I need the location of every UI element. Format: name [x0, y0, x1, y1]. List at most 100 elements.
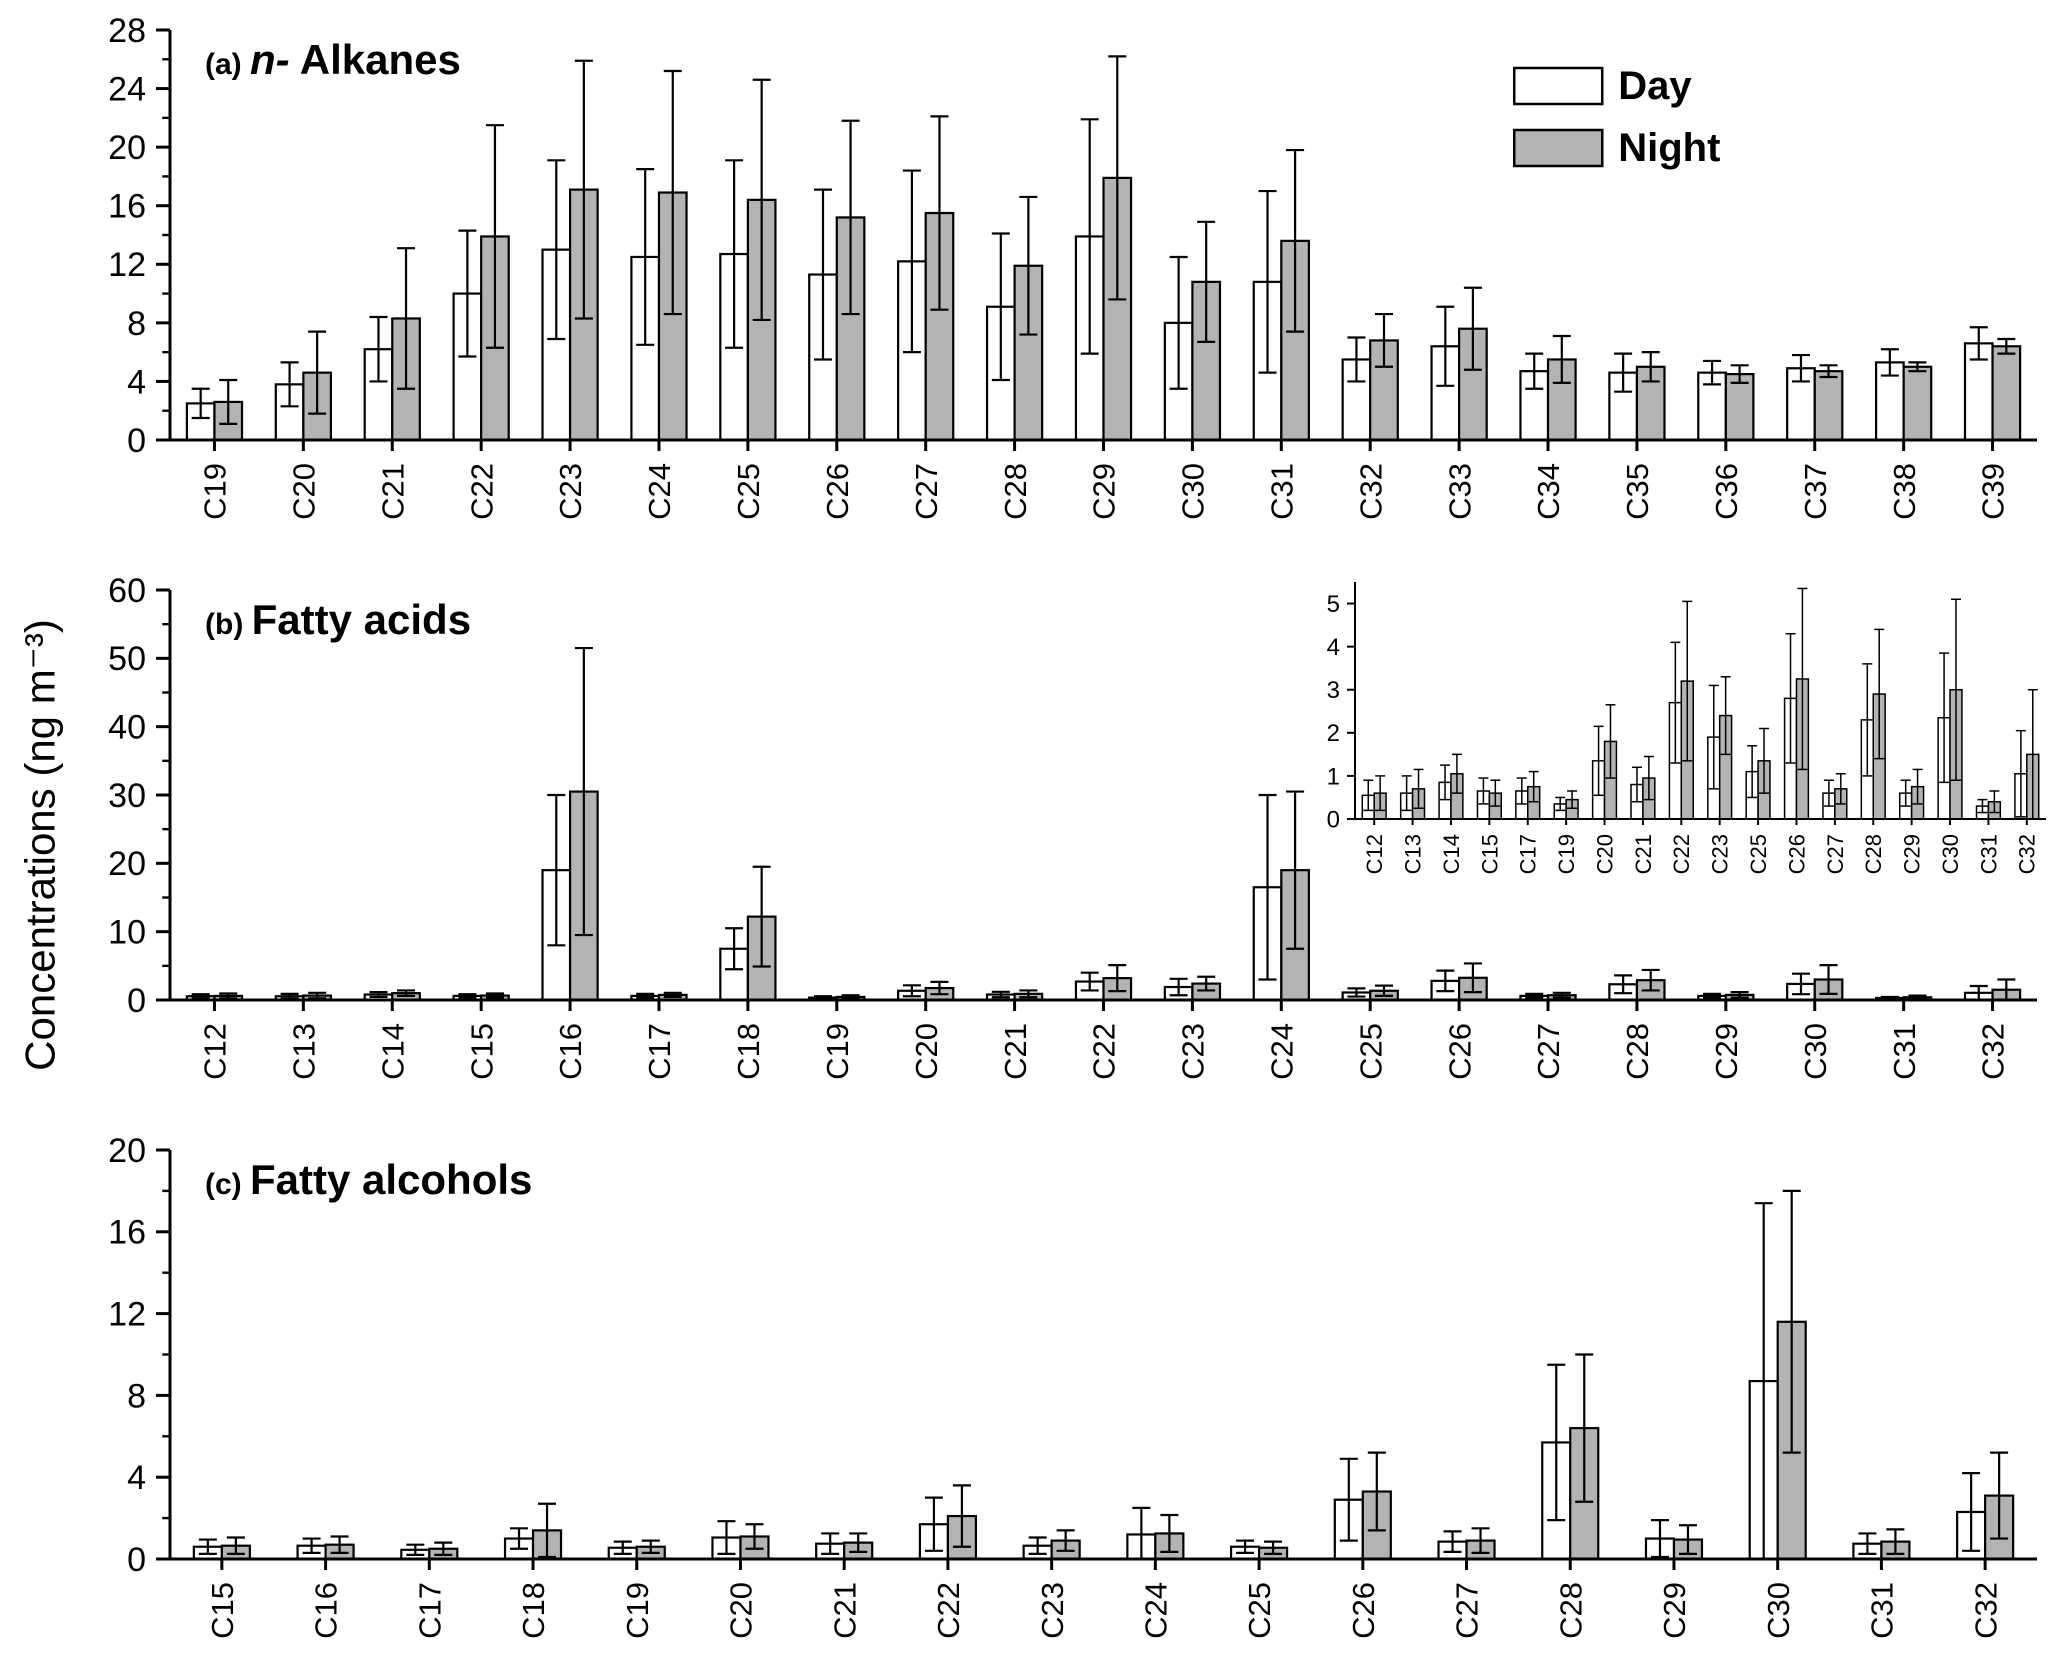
x-category-label: C23 [1708, 834, 1733, 874]
x-category-label: C17 [412, 1582, 447, 1639]
x-category-label: C22 [1087, 1023, 1122, 1080]
x-category-label: C22 [464, 463, 499, 520]
x-category-label: C24 [1139, 1582, 1174, 1639]
x-category-label: C30 [1176, 463, 1211, 520]
x-category-label: C32 [2015, 834, 2040, 874]
panel-title: (c) Fatty alcohols [205, 1156, 532, 1203]
y-tick-label: 30 [108, 777, 146, 815]
y-tick-label: 4 [127, 1459, 146, 1497]
bar-day-C22 [452, 292, 483, 442]
x-category-label: C25 [1353, 1023, 1388, 1080]
x-category-label: C12 [1362, 834, 1387, 874]
y-tick-label: 20 [108, 129, 146, 167]
x-category-label: C26 [1784, 834, 1809, 874]
x-category-label: C23 [1035, 1582, 1070, 1639]
y-tick-label: 0 [127, 982, 146, 1020]
panel-title: (b) Fatty acids [205, 596, 471, 643]
x-category-label: C33 [1442, 463, 1477, 520]
x-category-label: C27 [909, 463, 944, 520]
x-category-label: C25 [731, 463, 766, 520]
y-tick-label: 12 [108, 246, 146, 284]
fatty-acids-inset-chart: 0 1 2 3 4 5 C12 C13 C14 C15 C17 C19 C20 C21 C22 C23 C25 C… [1327, 582, 2046, 874]
y-tick-label: 16 [108, 188, 146, 226]
x-category-label: C25 [1242, 1582, 1277, 1639]
x-category-label: C32 [1968, 1582, 2003, 1639]
x-category-label: C36 [1709, 463, 1744, 520]
x-category-label: C20 [287, 463, 322, 520]
x-category-label: C19 [1554, 834, 1579, 874]
x-category-label: C15 [1477, 834, 1502, 874]
panel-fatty-alcohols: 0 4 8 12 16 20 C15 C16 C17 C18 C19 C20 C21 C22 C23 C24 C… [0, 1120, 2067, 1679]
x-category-label: C27 [1823, 834, 1848, 874]
x-category-label: C17 [642, 1023, 677, 1080]
y-tick-label: 0 [127, 1541, 146, 1579]
x-category-label: C20 [724, 1582, 759, 1639]
x-category-label: C27 [1531, 1023, 1566, 1080]
x-category-label: C21 [1631, 834, 1656, 874]
x-category-label: C38 [1887, 463, 1922, 520]
x-category-label: C28 [998, 463, 1033, 520]
x-category-label: C29 [1709, 1023, 1744, 1080]
x-category-label: C14 [375, 1023, 410, 1080]
x-category-label: C26 [1442, 1023, 1477, 1080]
y-tick-label: 16 [108, 1214, 146, 1252]
x-category-label: C35 [1620, 463, 1655, 520]
panel-n-alkanes: 0 4 8 12 16 20 24 28 C19 C20 C21 C22 C23 C24 C25 C26 C27… [0, 0, 2067, 560]
x-category-label: C18 [731, 1023, 766, 1080]
y-tick-label: 12 [108, 1296, 146, 1334]
x-category-label: C13 [1401, 834, 1426, 874]
y-tick-label: 4 [127, 363, 146, 401]
x-category-label: C24 [642, 463, 677, 520]
bar-night-C38 [1902, 365, 1933, 442]
x-category-label: C21 [998, 1023, 1033, 1080]
x-category-label: C30 [1761, 1582, 1796, 1639]
x-category-label: C19 [820, 1023, 855, 1080]
legend-day-label: Day [1618, 64, 1692, 108]
panel-title: (a) n- Alkanes [205, 36, 461, 83]
x-category-label: C21 [827, 1582, 862, 1639]
bar-night-C39 [1991, 345, 2022, 442]
x-category-label: C34 [1531, 463, 1566, 520]
x-category-label: C28 [1620, 1023, 1655, 1080]
x-category-label: C21 [375, 463, 410, 520]
x-category-label: C29 [1657, 1582, 1692, 1639]
x-category-label: C12 [198, 1023, 233, 1080]
y-tick-label: 24 [108, 70, 146, 108]
x-category-label: C19 [620, 1582, 655, 1639]
x-category-label: C39 [1976, 463, 2011, 520]
x-category-label: C15 [205, 1582, 240, 1639]
x-category-label: C29 [1900, 834, 1925, 874]
x-category-label: C20 [1592, 834, 1617, 874]
x-category-label: C29 [1087, 463, 1122, 520]
y-tick-label: 40 [108, 709, 146, 747]
legend-night-label: Night [1618, 126, 1720, 170]
y-tick-label: 4 [1327, 634, 1340, 661]
y-tick-label: 10 [108, 914, 146, 952]
y-tick-label: 60 [108, 572, 146, 610]
y-tick-label: 3 [1327, 677, 1340, 704]
x-category-label: C30 [1938, 834, 1963, 874]
n-alkanes-chart: 0 4 8 12 16 20 24 28 C19 C20 C21 C22 C23 C24 C25 C26 C27… [108, 12, 2037, 520]
x-category-label: C23 [553, 463, 588, 520]
x-category-label: C32 [1353, 463, 1388, 520]
legend-day-swatch [1512, 66, 1604, 106]
x-category-label: C32 [1976, 1023, 2011, 1080]
x-category-label: C15 [464, 1023, 499, 1080]
bar-night-C37 [1813, 370, 1844, 442]
x-category-label: C14 [1439, 834, 1464, 874]
legend-night-swatch [1512, 128, 1604, 168]
x-category-label: C16 [553, 1023, 588, 1080]
x-category-label: C26 [820, 463, 855, 520]
fatty-alcohols-chart: 0 4 8 12 16 20 C15 C16 C17 C18 C19 C20 C21 C22 C23 C24 C… [108, 1132, 2037, 1639]
x-category-label: C13 [287, 1023, 322, 1080]
y-tick-label: 50 [108, 640, 146, 678]
x-category-label: C27 [1450, 1582, 1485, 1639]
x-category-label: C31 [1865, 1582, 1900, 1639]
y-tick-label: 5 [1327, 591, 1340, 618]
x-category-label: C37 [1798, 463, 1833, 520]
x-category-label: C22 [1669, 834, 1694, 874]
x-category-label: C23 [1176, 1023, 1211, 1080]
panel-fatty-acids: 0 10 20 30 40 50 60 C12 C13 C14 C15 C16 C17 C18 C19 C20… [0, 560, 2067, 1120]
